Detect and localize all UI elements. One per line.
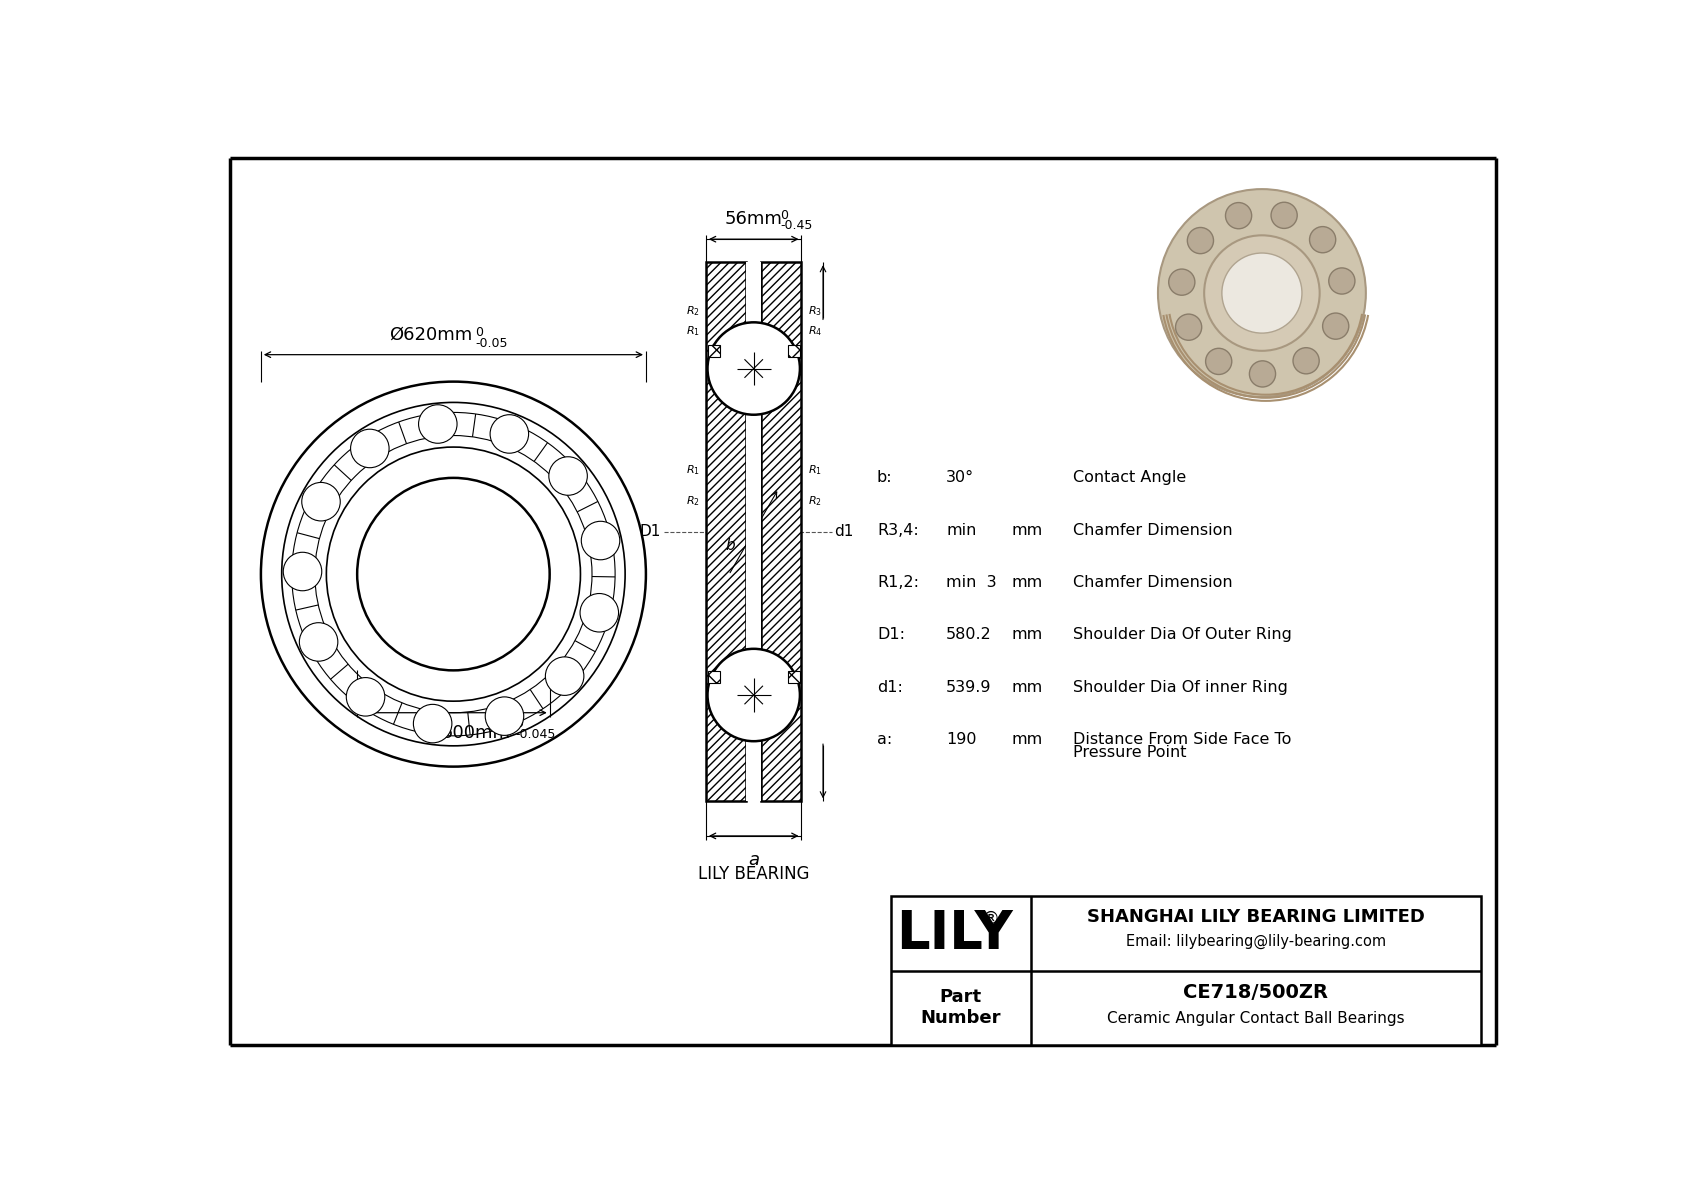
Text: mm: mm (1012, 523, 1042, 537)
Circle shape (1329, 268, 1356, 294)
Circle shape (1159, 189, 1366, 397)
Text: D1: D1 (640, 524, 662, 540)
Text: $R_2$: $R_2$ (685, 304, 701, 318)
Circle shape (283, 553, 322, 591)
Text: 190: 190 (946, 732, 977, 747)
Circle shape (581, 522, 620, 560)
Circle shape (1187, 227, 1214, 254)
Text: d1:: d1: (877, 680, 903, 694)
Text: Chamfer Dimension: Chamfer Dimension (1073, 523, 1233, 537)
Text: -0.45: -0.45 (780, 219, 812, 232)
Text: Ø620mm: Ø620mm (389, 326, 472, 344)
Circle shape (413, 704, 451, 743)
Text: -0.05: -0.05 (475, 337, 507, 350)
Bar (788, 672, 800, 684)
Circle shape (1271, 202, 1297, 229)
Text: Shoulder Dia Of Outer Ring: Shoulder Dia Of Outer Ring (1073, 628, 1292, 642)
Text: 30°: 30° (946, 470, 975, 486)
Text: Pressure Point: Pressure Point (1073, 746, 1187, 760)
Text: R3,4:: R3,4: (877, 523, 919, 537)
Text: CE718/500ZR: CE718/500ZR (1184, 983, 1329, 1002)
Circle shape (350, 429, 389, 468)
Text: 539.9: 539.9 (946, 680, 992, 694)
Text: ®: ® (982, 909, 999, 928)
Circle shape (301, 482, 340, 520)
Circle shape (300, 623, 338, 661)
Text: Shoulder Dia Of inner Ring: Shoulder Dia Of inner Ring (1073, 680, 1288, 694)
Text: $R_1$: $R_1$ (685, 325, 701, 338)
Text: LILY: LILY (896, 908, 1014, 960)
Bar (891, 896, 1480, 1045)
Circle shape (1175, 314, 1202, 341)
Text: mm: mm (1012, 575, 1042, 590)
Circle shape (347, 678, 386, 716)
Text: Email: lilybearing@lily-bearing.com: Email: lilybearing@lily-bearing.com (1125, 934, 1386, 949)
Circle shape (707, 649, 800, 741)
Bar (707, 344, 719, 357)
Text: Contact Angle: Contact Angle (1073, 470, 1187, 486)
Text: 0: 0 (515, 717, 524, 730)
Circle shape (1322, 313, 1349, 339)
Text: a:: a: (877, 732, 893, 747)
Circle shape (546, 657, 584, 696)
Circle shape (549, 457, 588, 495)
Circle shape (1250, 361, 1275, 387)
Text: 500mm: 500mm (441, 723, 510, 742)
Text: d1: d1 (834, 524, 854, 540)
Circle shape (707, 323, 800, 414)
Text: min: min (946, 523, 977, 537)
Text: mm: mm (1012, 680, 1042, 694)
Text: SHANGHAI LILY BEARING LIMITED: SHANGHAI LILY BEARING LIMITED (1086, 908, 1425, 925)
Circle shape (579, 593, 618, 632)
Text: 56mm: 56mm (724, 210, 783, 227)
Circle shape (485, 697, 524, 735)
Circle shape (1310, 226, 1335, 252)
Text: 580.2: 580.2 (946, 628, 992, 642)
Text: mm: mm (1012, 732, 1042, 747)
Bar (707, 672, 719, 684)
Text: mm: mm (1012, 628, 1042, 642)
Text: 0: 0 (475, 326, 483, 339)
Bar (761, 262, 802, 802)
Text: min  3: min 3 (946, 575, 997, 590)
Text: R1,2:: R1,2: (877, 575, 919, 590)
Text: $R_1$: $R_1$ (685, 463, 701, 478)
Text: a: a (748, 852, 759, 869)
Text: 0: 0 (780, 210, 788, 223)
Text: b:: b: (877, 470, 893, 486)
Text: $R_2$: $R_2$ (685, 494, 701, 507)
Bar (746, 262, 761, 802)
Text: b: b (726, 538, 736, 553)
Text: Ceramic Angular Contact Ball Bearings: Ceramic Angular Contact Ball Bearings (1106, 1011, 1404, 1025)
Bar (706, 262, 746, 802)
Text: $R_4$: $R_4$ (808, 325, 822, 338)
Text: $R_3$: $R_3$ (808, 304, 822, 318)
Bar (788, 344, 800, 357)
Text: Distance From Side Face To: Distance From Side Face To (1073, 732, 1292, 747)
Circle shape (490, 414, 529, 454)
Text: $R_1$: $R_1$ (808, 463, 822, 478)
Circle shape (419, 405, 456, 443)
Circle shape (1169, 269, 1196, 295)
Circle shape (1204, 236, 1320, 351)
Text: LILY BEARING: LILY BEARING (697, 866, 810, 884)
Circle shape (1226, 202, 1251, 229)
Circle shape (1293, 348, 1319, 374)
Circle shape (1223, 252, 1302, 333)
Text: Part
Number: Part Number (921, 989, 1000, 1027)
Text: $R_2$: $R_2$ (808, 494, 822, 507)
Text: Chamfer Dimension: Chamfer Dimension (1073, 575, 1233, 590)
Text: D1:: D1: (877, 628, 904, 642)
Text: -0.045: -0.045 (515, 728, 556, 741)
Circle shape (1206, 348, 1231, 374)
